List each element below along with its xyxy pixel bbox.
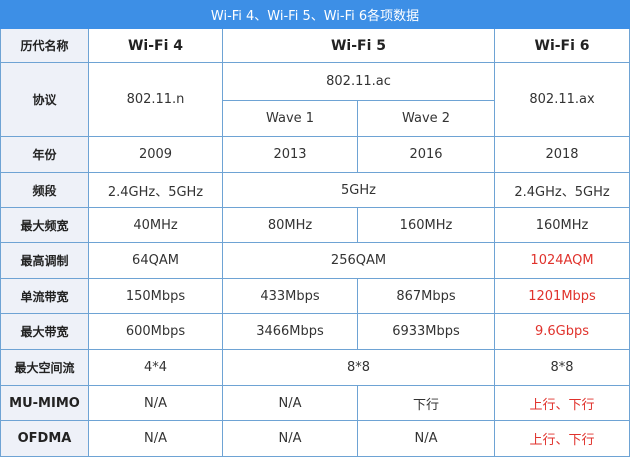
cell: 40MHz [88, 207, 223, 243]
cell: 2009 [88, 136, 223, 173]
cell-highlight: 1201Mbps [493, 278, 630, 314]
cell: 802.11.ax [493, 62, 630, 137]
table-row: 协议 802.11.n 802.11.ac 802.11.ax [0, 62, 630, 137]
cell: 8*8 [493, 349, 630, 386]
table-row: Wave 1 Wave 2 [1, 100, 630, 137]
cell: 2013 [222, 136, 358, 173]
cell: 150Mbps [88, 278, 223, 314]
cell: 600Mbps [88, 313, 223, 350]
row-label: 单流带宽 [0, 278, 89, 314]
cell: N/A [88, 420, 223, 457]
row-label: OFDMA [0, 420, 89, 457]
cell: 8*8 [222, 349, 495, 386]
table-row: 频段 2.4GHz、5GHz 5GHz 2.4GHz、5GHz [0, 172, 630, 208]
row-label: 最大空间流 [0, 349, 89, 386]
row-label: 历代名称 [0, 28, 89, 63]
wifi6-header: Wi-Fi 6 [493, 28, 630, 63]
cell: N/A [88, 385, 223, 421]
cell: 2.4GHz、5GHz [493, 172, 630, 208]
cell: 4*4 [88, 349, 223, 386]
table-row: 最大空间流 4*4 8*8 8*8 [0, 349, 630, 386]
cell: 2018 [493, 136, 630, 173]
row-label: 协议 [0, 62, 89, 137]
row-label: 最高调制 [0, 242, 89, 279]
table-row: 单流带宽 150Mbps 433Mbps 867Mbps 1201Mbps [0, 278, 630, 314]
cell: N/A [357, 420, 495, 457]
row-label: 最大频宽 [0, 207, 89, 243]
table-row: 年份 2009 2013 2016 2018 [0, 136, 630, 173]
cell-highlight: 上行、下行 [493, 385, 630, 421]
table-title: Wi-Fi 4、Wi-Fi 5、Wi-Fi 6各项数据 [0, 0, 630, 29]
cell: 80MHz [222, 207, 358, 243]
wifi5-header: Wi-Fi 5 [222, 28, 495, 63]
cell: 160MHz [357, 207, 495, 243]
row-label: 最大带宽 [0, 313, 89, 350]
table-row: 最高调制 64QAM 256QAM 1024AQM [0, 242, 630, 279]
cell: N/A [222, 420, 358, 457]
row-label: MU-MIMO [0, 385, 89, 421]
cell: 3466Mbps [222, 313, 358, 350]
cell: 64QAM [88, 242, 223, 279]
cell: 6933Mbps [357, 313, 495, 350]
table-row: 最大带宽 600Mbps 3466Mbps 6933Mbps 9.6Gbps [0, 313, 630, 350]
header-row: 历代名称 Wi-Fi 4 Wi-Fi 5 Wi-Fi 6 [0, 28, 630, 63]
table-row: OFDMA N/A N/A N/A 上行、下行 [0, 420, 630, 457]
cell: 867Mbps [357, 278, 495, 314]
cell: 2.4GHz、5GHz [88, 172, 223, 208]
cell: 160MHz [493, 207, 630, 243]
cell: 256QAM [222, 242, 495, 279]
row-label: 频段 [0, 172, 89, 208]
cell: 802.11.n [88, 62, 223, 137]
cell: 802.11.ac [222, 62, 495, 101]
cell: 433Mbps [222, 278, 358, 314]
row-label: 年份 [0, 136, 89, 173]
cell: 2016 [357, 136, 495, 173]
table-row: 最大频宽 40MHz 80MHz 160MHz 160MHz [0, 207, 630, 243]
cell: Wave 2 [357, 100, 495, 137]
cell: N/A [222, 385, 358, 421]
cell: Wave 1 [222, 100, 358, 137]
cell-highlight: 9.6Gbps [493, 313, 630, 350]
cell: 5GHz [222, 172, 495, 208]
cell-highlight: 上行、下行 [493, 420, 630, 457]
cell: 下行 [357, 385, 495, 421]
table-row: MU-MIMO N/A N/A 下行 上行、下行 [0, 385, 630, 421]
cell-highlight: 1024AQM [493, 242, 630, 279]
wifi4-header: Wi-Fi 4 [88, 28, 223, 63]
